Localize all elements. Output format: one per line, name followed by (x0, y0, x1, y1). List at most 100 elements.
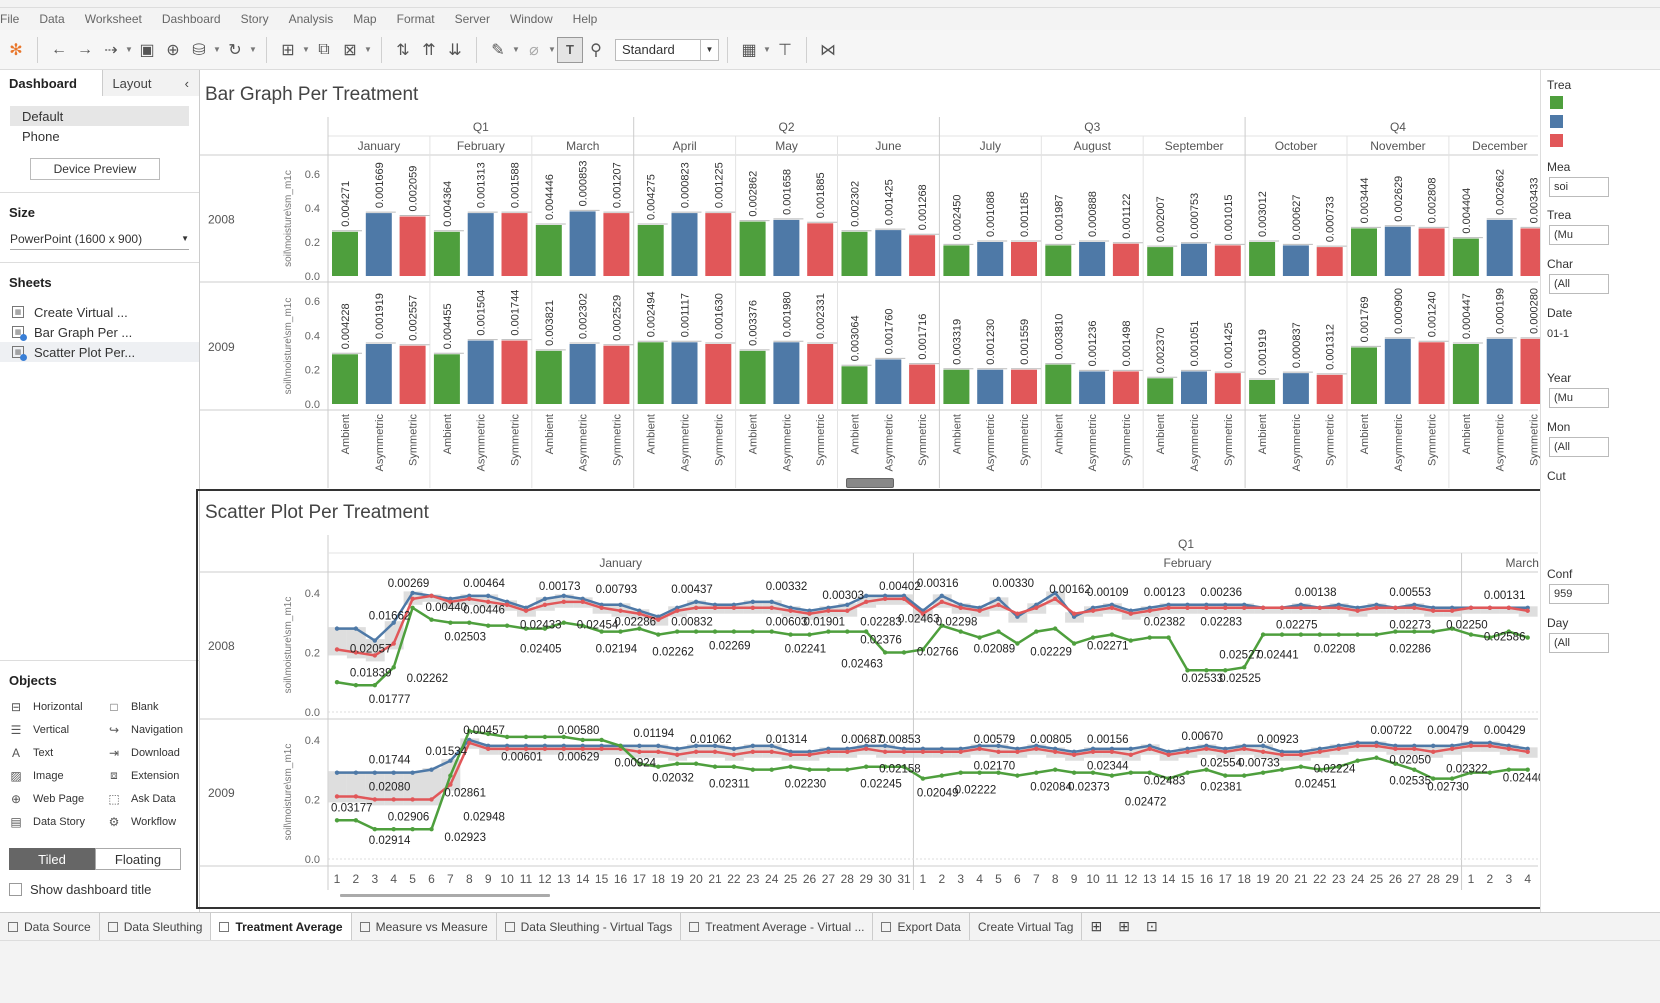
chevron-down-icon[interactable]: ▼ (763, 45, 771, 54)
object-download[interactable]: ⇥ Download (107, 744, 205, 761)
pin-icon[interactable]: ⚲ (590, 41, 602, 59)
legend-swatch-asymmetric[interactable] (1550, 115, 1563, 128)
y-axis-title: soil\moisture\sm_m1c (283, 597, 294, 694)
sort-asc-icon[interactable]: ⇈ (422, 41, 436, 59)
labels-icon[interactable]: T (557, 36, 583, 63)
refresh-icon[interactable]: ↻ (228, 41, 242, 59)
chevron-down-icon[interactable]: ▼ (249, 45, 257, 54)
tab-treatment-average-virtual[interactable]: Treatment Average - Virtual ... (681, 912, 874, 941)
tiled-button[interactable]: Tiled (9, 848, 95, 870)
floating-button[interactable]: Floating (95, 848, 181, 870)
data-point (429, 593, 434, 599)
chevron-down-icon[interactable]: ▼ (302, 45, 310, 54)
menu-story[interactable]: Story (240, 12, 269, 26)
object-workflow[interactable]: ⚙ Workflow (107, 813, 205, 830)
group-icon[interactable]: ⌀ (529, 41, 539, 59)
menu-format[interactable]: Format (396, 12, 435, 26)
share-icon[interactable]: ⋈ (820, 41, 836, 59)
tab-treatment-average[interactable]: Treatment Average (211, 912, 352, 941)
sheet-item[interactable]: ▦ Scatter Plot Per... (0, 342, 199, 362)
data-point (599, 605, 604, 610)
presentation-icon[interactable]: ⊤ (778, 41, 792, 59)
menu-map[interactable]: Map (353, 12, 377, 26)
fit-select[interactable]: Standard ▼ (615, 38, 719, 61)
save-icon[interactable]: ▣ (139, 41, 155, 59)
device-phone[interactable]: Phone (22, 128, 60, 144)
menu-window[interactable]: Window (509, 12, 553, 26)
pause-icon[interactable]: ⛁ (192, 41, 206, 59)
device-preview-button[interactable]: Device Preview (30, 158, 160, 180)
show-title-checkbox[interactable] (9, 883, 22, 896)
filter-input[interactable]: (All (1549, 437, 1609, 457)
filter-input[interactable]: (All (1549, 633, 1609, 653)
resize-handle[interactable] (846, 478, 894, 488)
sheet-tab-label: Data Sleuthing - Virtual Tags (520, 919, 673, 934)
object-extension[interactable]: ⧈ Extension (107, 767, 205, 784)
point-data-label: 0.02084 (1030, 782, 1072, 794)
menu-server[interactable]: Server (454, 12, 490, 26)
legend-swatch-ambient[interactable] (1550, 96, 1563, 109)
menu-analysis[interactable]: Analysis (288, 12, 334, 26)
filter-input[interactable]: 959 (1549, 584, 1609, 604)
object-horizontal[interactable]: ⊟ Horizontal (9, 698, 107, 715)
chevron-down-icon[interactable]: ▼ (213, 45, 221, 54)
sort-desc-icon[interactable]: ⇊ (448, 41, 462, 59)
tab-measure-vs-measure[interactable]: Measure vs Measure (352, 912, 497, 941)
chevron-down-icon[interactable]: ▼ (125, 45, 133, 54)
show-me-icon[interactable]: ▦ (741, 41, 757, 59)
show-title-option[interactable]: Show dashboard title (9, 882, 200, 897)
tab-data-sleuthing-virtual[interactable]: Data Sleuthing - Virtual Tags (497, 912, 682, 941)
chevron-down-icon[interactable]: ▼ (548, 45, 556, 54)
tableau-logo-icon[interactable]: ✻ (9, 41, 23, 59)
menu-dashboard[interactable]: Dashboard (161, 12, 221, 26)
collapse-icon[interactable]: ‹ (184, 75, 189, 91)
forward-icon[interactable]: → (77, 40, 93, 58)
tab-data-source[interactable]: Data Source (0, 912, 100, 941)
show-title-label: Show dashboard title (30, 882, 152, 897)
tab-export-data[interactable]: Export Data (873, 912, 970, 941)
object-blank[interactable]: □ Blank (107, 698, 205, 715)
tab-create-virtual-tag[interactable]: Create Virtual Tag (970, 912, 1083, 941)
size-select[interactable]: PowerPoint (1600 x 900) ▼ (10, 228, 189, 250)
bar-data-label: 0.001760 (883, 309, 895, 355)
swap-icon[interactable]: ⇅ (396, 41, 410, 59)
new-worksheet-icon[interactable]: ⊞ (1090, 918, 1103, 934)
new-dashboard-icon[interactable]: ⊞ (1118, 918, 1130, 934)
duplicate-icon[interactable]: ⧉ (318, 40, 330, 58)
chevron-down-icon[interactable]: ▼ (512, 45, 520, 54)
tab-layout[interactable]: Layout ‹ (103, 70, 199, 96)
clear-icon[interactable]: ⊠ (343, 41, 357, 59)
new-datasource-icon[interactable]: ⊕ (166, 41, 180, 59)
filter-input[interactable]: (Mu (1549, 388, 1609, 408)
filter-input[interactable]: (All (1549, 274, 1609, 294)
menu-help[interactable]: Help (572, 12, 598, 26)
object-vertical[interactable]: ☰ Vertical (9, 721, 107, 738)
object-web-page[interactable]: ⊕ Web Page (9, 790, 107, 807)
data-point (391, 770, 396, 775)
redo-icon[interactable]: ⇢ (104, 41, 118, 59)
back-icon[interactable]: ← (51, 40, 67, 58)
filter-input[interactable]: (Mu (1549, 225, 1609, 245)
sheet-item[interactable]: ▦ Create Virtual ... (0, 302, 199, 322)
object-text[interactable]: A Text (9, 744, 107, 761)
new-worksheet-icon[interactable]: ⊞ (281, 41, 295, 59)
object-data-story[interactable]: ▤ Data Story (9, 813, 107, 830)
legend-swatch-symmetric[interactable] (1550, 134, 1563, 147)
highlight-icon[interactable]: ✎ (491, 41, 505, 59)
chevron-down-icon[interactable]: ▼ (364, 45, 372, 54)
tab-data-sleuthing[interactable]: Data Sleuthing (100, 912, 212, 941)
object-ask-data[interactable]: ⬚ Ask Data (107, 790, 205, 807)
workflow-icon: ⚙ (108, 814, 120, 829)
device-default[interactable]: Default (10, 106, 189, 126)
bar-data-label: 0.003444 (1359, 178, 1371, 224)
menu-data[interactable]: Data (39, 12, 65, 26)
object-navigation[interactable]: ↪ Navigation (107, 721, 205, 738)
tab-dashboard[interactable]: Dashboard (0, 70, 104, 96)
object-image[interactable]: ▨ Image (9, 767, 107, 784)
menu-worksheet[interactable]: Worksheet (84, 12, 142, 26)
point-data-label: 0.01194 (633, 728, 674, 740)
menu-file[interactable]: File (0, 12, 20, 26)
new-story-icon[interactable]: ⊡ (1145, 918, 1158, 934)
filter-input[interactable]: soi (1549, 177, 1609, 197)
sheet-item[interactable]: ▦ Bar Graph Per ... (0, 322, 199, 342)
